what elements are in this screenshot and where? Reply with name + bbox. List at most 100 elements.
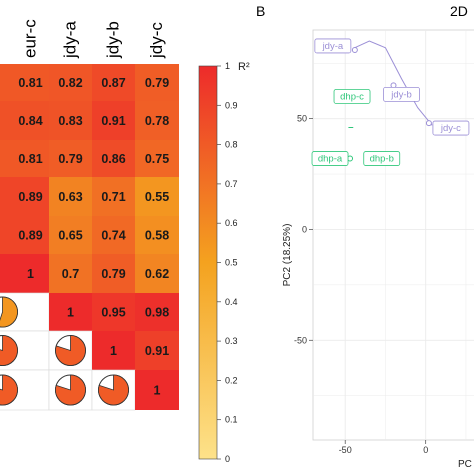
column-label: jdy-c [147, 22, 166, 59]
column-label: jdy-a [61, 21, 80, 59]
heatmap-cell [135, 254, 179, 293]
colorbar-tick-label: 0.7 [225, 179, 238, 189]
point-label: jdy-c [440, 123, 461, 134]
point-label-box [311, 151, 349, 166]
colorbar-tick-label: 0.1 [225, 415, 238, 425]
data-point [351, 46, 358, 53]
pie-wedge [0, 374, 18, 406]
heatmap-cell [49, 101, 92, 140]
point-label-box [363, 151, 401, 166]
heatmap-cell [49, 177, 92, 216]
heatmap-cell-label: 0.79 [145, 76, 169, 90]
heatmap-cell [0, 140, 49, 177]
heatmap-cell [135, 101, 179, 140]
x-tick-label: 0 [423, 445, 428, 455]
colorbar-label: R² [238, 61, 250, 73]
x-tick-label: -50 [339, 445, 352, 455]
y-tick-label: -50 [294, 335, 307, 345]
colorbar-tick-label: 1 [225, 61, 230, 71]
x-axis-label: PC [458, 459, 472, 470]
heatmap-cell-label: 0.62 [145, 267, 169, 281]
heatmap-cell-label: 0.71 [101, 190, 125, 204]
heatmap-cell [135, 140, 179, 177]
y-tick-label: 0 [302, 224, 307, 234]
heatmap-cell [0, 101, 49, 140]
panel-letter-b: B [256, 3, 265, 19]
heatmap-cell [0, 254, 49, 293]
y-tick-label: 50 [297, 114, 307, 124]
heatmap-cell-label: 0.89 [18, 229, 42, 243]
pie-wedge [0, 335, 18, 366]
group-hull [354, 40, 433, 126]
heatmap-cell-label: 0.79 [58, 152, 82, 166]
heatmap-cell [92, 177, 135, 216]
pca-title: 2D [450, 3, 468, 19]
heatmap-cell-label: 1 [154, 384, 161, 398]
point-label: dhp-b [370, 154, 394, 165]
column-label: eur-c [21, 19, 40, 58]
heatmap-cell-label: 1 [27, 267, 34, 281]
heatmap-cell [49, 254, 92, 293]
heatmap-cell-label: 0.91 [145, 344, 169, 358]
heatmap-cell [49, 140, 92, 177]
heatmap-cell-label: 1 [110, 344, 117, 358]
heatmap-cell-label: 0.87 [101, 76, 125, 90]
colorbar-tick-label: 0 [225, 454, 230, 464]
heatmap-cell [49, 293, 92, 331]
heatmap-cell-label: 0.82 [58, 76, 82, 90]
heatmap-cell [135, 216, 179, 254]
pie-wedge [98, 374, 129, 406]
heatmap-cell-label: 0.84 [18, 114, 42, 128]
heatmap-cell [0, 64, 49, 101]
pca-scatter-plot: 50 0 -50 -50 0 PC2 (18.25%) PC jdy-a jdy-b jdy-c d… [282, 29, 474, 470]
heatmap-cell [92, 216, 135, 254]
heatmap-cell [92, 64, 135, 101]
heatmap-cell-label: 0.79 [101, 267, 125, 281]
point-label-box [383, 87, 420, 102]
heatmap-cell [135, 177, 179, 216]
pie-wedge [0, 296, 18, 328]
heatmap-cell-label: 0.86 [101, 152, 125, 166]
heatmap-cell [135, 331, 179, 370]
point-label: dhp-c [340, 91, 364, 102]
point-label-box [432, 120, 470, 136]
colorbar-tick-label: 0.6 [225, 218, 238, 228]
heatmap-cell-label: 0.81 [18, 152, 42, 166]
point-label: dhp-a [318, 154, 343, 165]
point-label-box [333, 89, 371, 104]
heatmap-cell [92, 101, 135, 140]
heatmap-cell-label: 0.55 [145, 190, 169, 204]
heatmap-cell [92, 331, 135, 370]
heatmap-column-labels: eur-c jdy-a jdy-b jdy-c [21, 19, 167, 59]
heatmap-cell-label: 0.91 [101, 114, 125, 128]
heatmap-cell-label: 0.95 [101, 306, 125, 320]
heatmap-cell-label: 0.74 [101, 229, 125, 243]
heatmap-cell-label: 0.81 [18, 76, 42, 90]
point-label-box [314, 38, 352, 54]
heatmap-cell-label: 0.83 [58, 114, 82, 128]
column-label: jdy-b [104, 21, 123, 59]
colorbar-gradient [198, 65, 218, 460]
heatmap-cell-label: 0.63 [58, 190, 82, 204]
heatmap-cell [0, 177, 49, 216]
pie-wedge [55, 335, 86, 366]
colorbar: 1 0.9 0.8 0.7 0.6 0.5 0.4 0.3 0.2 0.1 0 R² [198, 61, 250, 464]
heatmap-cell [135, 293, 179, 331]
heatmap-cell-label: 0.89 [18, 190, 42, 204]
colorbar-tick-label: 0.5 [225, 258, 238, 268]
point-label: jdy-a [322, 41, 344, 52]
heatmap-cell-label: 0.7 [62, 267, 79, 281]
correlation-heatmap: 0.81 0.82 0.87 0.79 0.84 0.83 0.91 0.78 0.81 0.79… [0, 64, 179, 411]
heatmap-cell [92, 293, 135, 331]
heatmap-cell-label: 0.98 [145, 306, 169, 320]
heatmap-cell-label: 0.78 [145, 114, 169, 128]
colorbar-tick-label: 0.2 [225, 375, 238, 385]
colorbar-tick-label: 0.9 [225, 100, 238, 110]
data-point [425, 120, 432, 127]
heatmap-cell-label: 1 [67, 306, 74, 320]
heatmap-cell [0, 216, 49, 254]
pie-wedge [55, 374, 86, 406]
heatmap-cell [49, 64, 92, 101]
heatmap-cell [135, 370, 179, 410]
